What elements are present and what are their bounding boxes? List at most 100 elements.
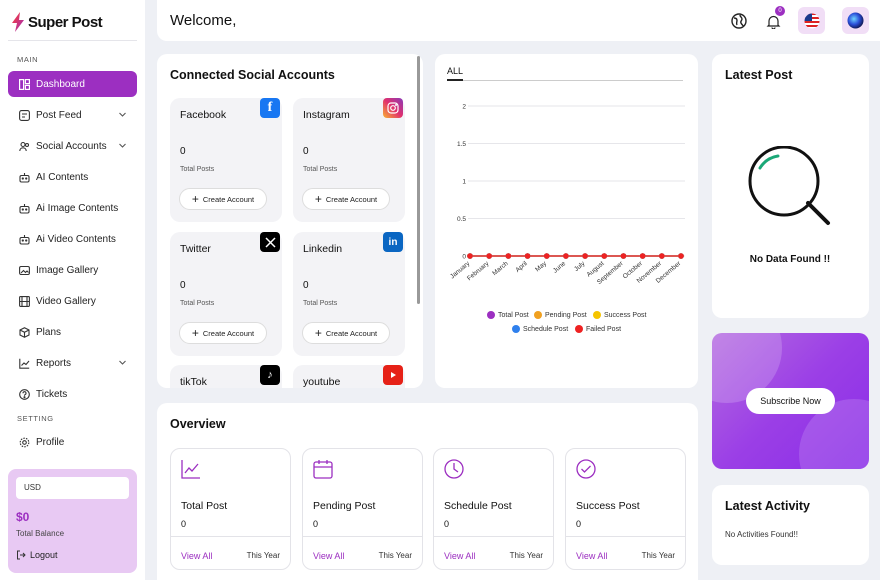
latest-activity-empty: No Activities Found!! [725,530,798,539]
sidebar-item-social-accounts[interactable]: Social Accounts [8,133,137,159]
y-tick-label: 2 [462,104,466,111]
social-card-facebook: Facebook f 0 Total Posts + Create Account [170,98,282,222]
data-point [563,253,569,259]
legend-dot [512,325,520,333]
sidebar-item-plans[interactable]: Plans [8,319,137,345]
overview-card-count: 0 [313,519,319,529]
logout-button[interactable]: Logout [16,550,58,560]
tab-active-indicator [447,79,463,81]
plus-icon: + [314,192,322,206]
latest-activity-card: Latest Activity No Activities Found!! [712,485,869,565]
sidebar-item-ai-image-contents[interactable]: Ai Image Contents [8,195,137,221]
sidebar-item-ai-video-contents[interactable]: Ai Video Contents [8,226,137,252]
create-account-button[interactable]: + Create Account [179,322,267,344]
user-avatar-button[interactable] [842,7,869,34]
trend-icon [181,460,200,479]
subscribe-button[interactable]: Subscribe Now [746,388,835,414]
help-icon [18,388,30,400]
logout-icon [17,550,26,560]
x-tick-label: April [514,260,529,274]
sidebar-item-ai-contents[interactable]: AI Contents [8,164,137,190]
plus-icon: + [191,326,199,340]
facebook-icon: f [260,98,280,118]
legend-pending-post: Pending Post [534,311,587,319]
x-tick-label: July [573,260,587,273]
accounts-scrollbar[interactable] [417,56,420,304]
view-all-link[interactable]: View All [313,551,345,561]
robot-icon [18,202,30,214]
currency-select[interactable]: USD [16,477,129,499]
tab-underline [447,80,683,81]
period-label: This Year [378,551,412,560]
view-all-link[interactable]: View All [181,551,213,561]
notification-badge: 0 [775,6,785,16]
instagram-icon [383,98,403,118]
social-name: Facebook [180,109,227,121]
x-icon [260,232,280,252]
data-point [582,253,588,259]
logo-divider [8,40,137,41]
check-circle-icon [576,459,596,479]
logo[interactable]: Super Post [10,12,103,32]
social-card-twitter: Twitter 0 Total Posts + Create Account [170,232,282,356]
social-name: youtube [303,376,341,388]
sidebar-item-label: Social Accounts [36,140,107,152]
sidebar-item-reports[interactable]: Reports [8,350,137,376]
legend-label: Pending Post [545,311,587,319]
section-label-setting: SETTING [17,414,54,423]
cube-icon [18,326,30,338]
y-tick-label: 1 [462,179,466,186]
legend-dot [593,311,601,319]
youtube-icon [383,365,403,385]
sidebar-item-image-gallery[interactable]: Image Gallery [8,257,137,283]
notifications-button[interactable]: 0 [761,6,785,33]
sidebar-item-dashboard[interactable]: Dashboard [8,71,137,97]
data-point [486,253,492,259]
bell-icon [766,15,780,29]
sidebar-item-label: Reports [36,357,72,369]
sidebar-item-video-gallery[interactable]: Video Gallery [8,288,137,314]
sidebar-item-label: Ai Image Contents [36,202,119,214]
overview-card-title: Pending Post [313,500,376,512]
language-globe-button[interactable] [727,9,751,33]
sidebar-item-label: Image Gallery [36,264,99,276]
latest-activity-title: Latest Activity [725,499,810,513]
social-count: 0 [180,280,186,291]
x-tick-label: June [552,260,568,275]
robot-icon [18,233,30,245]
data-point [620,253,627,259]
legend-schedule-post: Schedule Post [512,325,568,333]
social-sub: Total Posts [303,166,338,173]
y-tick-label: 0.5 [457,216,466,223]
create-account-button[interactable]: + Create Account [302,188,390,210]
create-account-label: Create Account [325,328,378,338]
clock-icon [444,459,464,479]
view-all-link[interactable]: View All [576,551,608,561]
language-flag-button[interactable] [798,7,825,34]
legend-label: Success Post [604,311,647,319]
create-account-button[interactable]: + Create Account [302,322,390,344]
sidebar-item-profile[interactable]: Profile [8,429,137,455]
chevron-down-icon [119,360,126,365]
users-icon [18,140,30,152]
tiktok-icon: ♪ [260,365,280,385]
overview-card-schedule-post: Schedule Post 0 View All This Year [433,448,554,570]
data-point [524,253,531,259]
social-sub: Total Posts [180,166,215,173]
sidebar-item-label: Ai Video Contents [36,233,116,245]
latest-post-card: Latest Post No Data Found !! [712,54,869,318]
period-label: This Year [641,551,675,560]
sidebar-item-tickets[interactable]: Tickets [8,381,137,407]
chevron-down-icon [119,143,126,148]
legend-dot [534,311,542,319]
magnifier-icon [748,146,830,225]
divider [303,536,422,537]
create-account-button[interactable]: + Create Account [179,188,267,210]
social-count: 0 [180,146,186,157]
tab-all[interactable]: ALL [447,66,464,76]
sidebar-item-post-feed[interactable]: Post Feed [8,102,137,128]
legend-label: Failed Post [586,325,622,333]
sidebar-item-label: Dashboard [36,78,85,90]
view-all-link[interactable]: View All [444,551,476,561]
social-sub: Total Posts [303,300,338,307]
